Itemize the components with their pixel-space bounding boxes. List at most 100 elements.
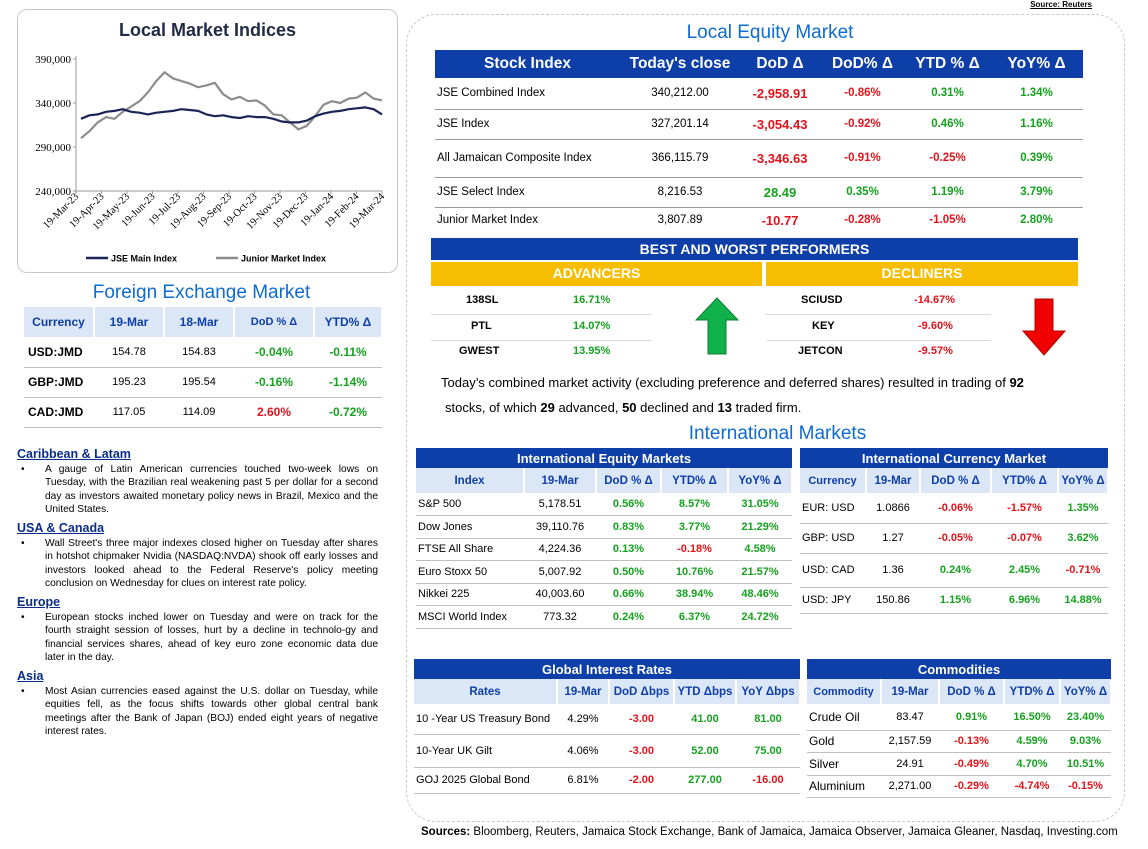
- intl-currency-title: International Currency Market: [800, 448, 1108, 468]
- intl-currency-name: USD: CAD: [800, 553, 866, 588]
- commodity-yoy: 10.51%: [1060, 752, 1111, 776]
- commodity-ytd: 4.59%: [1004, 730, 1060, 753]
- legend-label: JSE Main Index: [111, 254, 177, 264]
- intl-currency-ytd: -1.57%: [991, 493, 1058, 524]
- intl-currency-dod: 1.15%: [920, 587, 991, 614]
- intl-equity-ytd: 3.77%: [661, 515, 728, 539]
- intl-currency-value: 1.0866: [866, 493, 920, 524]
- summary-text: Today’s combined market activity (exclud…: [441, 375, 1010, 390]
- news-item: • A gauge of Latin American currencies to…: [17, 463, 378, 516]
- intl-equity-name: S&P 500: [416, 493, 524, 516]
- equity-close: 340,212.00: [620, 78, 740, 110]
- advancer-symbol: PTL: [471, 320, 492, 332]
- down-arrow-icon: [1022, 298, 1066, 356]
- intl-equity-yoy: 24.72%: [728, 605, 792, 629]
- news-item: • European stocks inched lower on Tuesday…: [17, 611, 378, 664]
- intl-currency-ytd: 6.96%: [991, 587, 1058, 614]
- intl-equity-ytd: 8.57%: [661, 493, 728, 516]
- interest-rates-table: Global Interest Rates Rates 19-Mar DoD Δ…: [414, 659, 801, 794]
- commodity-ytd: 4.70%: [1004, 752, 1060, 776]
- rates-name: GOJ 2025 Global Bond: [414, 767, 557, 794]
- fx-row: GBP:JMD 195.23 195.54 -0.16% -1.14%: [24, 367, 382, 398]
- news-text: Wall Street's three major indexes closed…: [45, 538, 378, 589]
- rates-header: DoD Δbps: [609, 679, 675, 704]
- intl-currency-header: Currency: [800, 468, 867, 493]
- equity-yoy: 1.16%: [990, 109, 1083, 140]
- bullet-icon: •: [21, 464, 25, 476]
- advancer-row: GWEST 13.95%: [431, 341, 651, 366]
- fx-header: 19-Mar: [94, 307, 165, 337]
- equity-ytd: 0.46%: [905, 109, 990, 140]
- equity-ytd: -1.05%: [929, 214, 966, 227]
- commodities-header: YoY% Δ: [1060, 679, 1112, 704]
- equity-dod: 28.49: [740, 177, 820, 208]
- commodity-dod: 0.91%: [939, 704, 1004, 731]
- equity-dodp: -0.92%: [820, 109, 905, 140]
- intl-equity-row: MSCI World Index 773.32 0.24% 6.37% 24.72%: [416, 605, 792, 629]
- y-tick-label: 240,000: [35, 186, 71, 198]
- intl-currency-name: USD: JPY: [800, 587, 866, 614]
- commodities-header: 19-Mar: [881, 679, 940, 704]
- intl-equity-ytd: 38.94%: [661, 583, 728, 606]
- equity-name: JSE Combined Index: [435, 78, 620, 110]
- equity-header: Stock Index: [435, 50, 620, 78]
- rates-row: GOJ 2025 Global Bond 6.81% -2.00 277.00 -16.…: [414, 767, 800, 794]
- fx-value: 154.83: [164, 337, 234, 368]
- equity-row: JSE Combined Index 340,212.00 -2,958.91 …: [435, 78, 1083, 110]
- intl-equity-value: 4,224.36: [524, 538, 596, 561]
- fx-currency: CAD:JMD: [24, 397, 94, 428]
- advancers-label: ADVANCERS: [431, 262, 762, 286]
- commodity-dod: -0.49%: [939, 752, 1004, 776]
- rates-dod: -3.00: [609, 734, 674, 768]
- intl-equity-yoy: 21.29%: [728, 515, 792, 539]
- advancer-row: 138SL 16.71%: [431, 290, 651, 315]
- rates-header: Rates: [414, 679, 558, 704]
- commodity-name: Silver: [807, 752, 881, 776]
- equity-close: 327,201.14: [620, 109, 740, 140]
- commodity-yoy: 23.40%: [1060, 704, 1111, 731]
- commodity-ytd: -4.74%: [1004, 775, 1060, 798]
- decliner-symbol: SCIUSD: [801, 294, 843, 306]
- fx-dod: 2.60%: [234, 397, 314, 428]
- advancer-symbol: 138SL: [466, 294, 499, 306]
- commodity-value: 24.91: [881, 752, 939, 776]
- intl-currency-value: 1.36: [866, 553, 920, 588]
- equity-header: Today's close: [620, 50, 740, 78]
- international-title: International Markets: [688, 423, 867, 444]
- chart-svg: 240,000290,000340,000390,00019-Mar-2319-…: [35, 54, 387, 264]
- equity-close: 8,216.53: [620, 177, 740, 208]
- fx-dod: -0.16%: [234, 367, 314, 398]
- intl-equity-row: S&P 500 5,178.51 0.56% 8.57% 31.05%: [416, 493, 792, 516]
- equity-yoy: 0.39%: [990, 139, 1083, 178]
- intl-currency-table: International Currency Market Currency 1…: [800, 448, 1109, 614]
- intl-currency-value: 1.27: [866, 523, 920, 554]
- commodities-title: Commodities: [807, 659, 1111, 679]
- bullet-icon: •: [21, 612, 25, 624]
- performers-title: BEST AND WORST PERFORMERS: [431, 238, 1078, 260]
- intl-equity-yoy: 31.05%: [728, 493, 792, 516]
- decliner-pct: -9.57%: [918, 345, 953, 357]
- fx-row: USD:JMD 154.78 154.83 -0.04% -0.11%: [24, 337, 382, 368]
- advancer-pct: 14.07%: [573, 320, 611, 332]
- intl-equity-value: 5,007.92: [524, 560, 596, 584]
- intl-equity-yoy: 48.46%: [728, 583, 792, 606]
- summary-advanced: 29: [540, 400, 555, 415]
- intl-equity-dod: 0.83%: [596, 515, 661, 539]
- intl-currency-yoy: 14.88%: [1058, 587, 1108, 614]
- fx-header: YTD% Δ: [314, 307, 383, 337]
- equity-dodp: -0.86%: [820, 78, 905, 110]
- news-text: Most Asian currencies eased against the …: [45, 686, 378, 737]
- advancer-row: PTL 14.07%: [431, 316, 651, 341]
- decliner-row: JETCON -9.57%: [766, 341, 991, 366]
- intl-equity-name: Nikkei 225: [416, 583, 524, 606]
- commodity-name: Aluminium: [807, 775, 881, 798]
- intl-equity-value: 773.32: [524, 605, 596, 629]
- summary-firm: 13: [717, 400, 732, 415]
- rates-name: 10 -Year US Treasury Bond: [414, 704, 557, 735]
- equity-row: JSE Select Index 8,216.53 28.49 0.35% 1.…: [435, 177, 1083, 208]
- fx-header: 18-Mar: [164, 307, 235, 337]
- rates-row: 10-Year UK Gilt 4.06% -3.00 52.00 75.00: [414, 734, 800, 768]
- sources-text: Bloomberg, Reuters, Jamaica Stock Exchan…: [470, 826, 1118, 838]
- intl-currency-name: EUR: USD: [800, 493, 866, 524]
- local-market-indices-chart: Local Market Indices 240,000 290,000 340,0…: [17, 9, 398, 273]
